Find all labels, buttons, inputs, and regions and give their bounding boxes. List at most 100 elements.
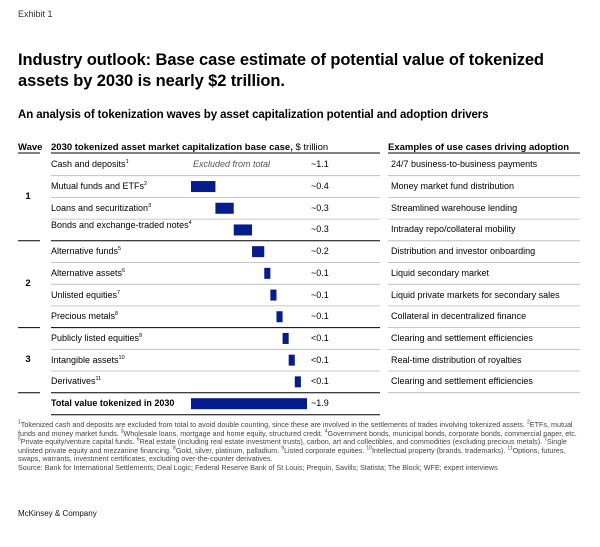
use-case-label: Intraday repo/collateral mobility [391, 224, 516, 235]
category-label-text: Precious metals [51, 311, 116, 322]
footnote-ref: 6 [136, 436, 140, 443]
use-case-label: Liquid secondary market [391, 267, 490, 278]
footnote-text: Intellectual property (brands, trademark… [371, 445, 508, 455]
footnotes: 1Tokenized cash and deposits are exclude… [18, 420, 583, 473]
value-label: <0.1 [311, 332, 329, 343]
use-case-label: 24/7 business-to-business payments [391, 159, 538, 170]
category-label: Alternative assets6 [51, 268, 125, 278]
footnote-item: 11Options, futures, swaps, warrants, inv… [18, 446, 565, 464]
footnote-ref: 3 [148, 202, 152, 209]
footnote-ref: 10 [366, 445, 372, 452]
value-label: ~0.1 [311, 311, 329, 322]
footnote-ref: 3 [120, 428, 124, 435]
value-label: <0.1 [311, 354, 329, 365]
wave-number: 3 [25, 354, 31, 366]
footnote-item: 1Tokenized cash and deposits are exclude… [18, 420, 527, 429]
bar [294, 376, 301, 388]
footnote-ref: 11 [95, 376, 102, 383]
footnote-item: 5Private equity/venture capital funds. [18, 437, 137, 446]
category-label: Unlisted equities7 [51, 290, 120, 300]
category-label-text: Cash and deposits [51, 159, 126, 170]
exhibit-label: Exhibit 1 [18, 9, 53, 19]
value-label: <0.1 [311, 376, 329, 387]
category-label-text: Loans and securitization [51, 202, 149, 213]
footnote-ref: 4 [188, 220, 192, 227]
use-case-label: Collateral in decentralized finance [391, 311, 527, 322]
value-label: ~0.1 [311, 267, 329, 278]
category-label-text: Bonds and exchange-traded notes [51, 220, 189, 231]
footnote-text: Private equity/venture capital funds. [20, 437, 137, 447]
category-label-text: Alternative funds [51, 246, 119, 257]
footnote-ref: 5 [18, 436, 21, 443]
use-case-label: Distribution and investor onboarding [391, 246, 536, 257]
bar [215, 202, 234, 214]
footnote-text: ETFs, mutual funds and money market fund… [18, 420, 573, 438]
category-label: Precious metals8 [51, 311, 118, 321]
bar [276, 311, 283, 323]
chart-header-text: 2030 tokenized asset market capitalizati… [51, 142, 293, 153]
footnote-ref: 5 [118, 246, 122, 253]
total-bar [191, 398, 307, 410]
category-label: Mutual funds and ETFs2 [51, 181, 147, 191]
use-case-label: Money market fund distribution [391, 181, 515, 192]
category-label-text: Unlisted equities [51, 289, 118, 300]
bar [270, 289, 277, 301]
footnote-item: 4Government bonds, municipal bonds, corp… [325, 429, 577, 438]
footnote-item: 10Intellectual property (brands, tradema… [366, 446, 507, 455]
category-label-text: Derivatives [51, 376, 96, 387]
footnote-item: 7Single unlisted private equity and mezz… [18, 437, 567, 455]
footnote-ref: 8 [173, 445, 176, 452]
value-label: ~0.3 [311, 224, 329, 235]
wave-header: Wave [18, 142, 43, 153]
value-label: ~0.2 [311, 246, 329, 257]
chart-title: Industry outlook: Base case estimate of … [18, 51, 544, 90]
footnote-ref: 9 [281, 445, 285, 452]
use-case-label: Real-time distribution of royalties [391, 354, 522, 365]
category-label: Alternative funds5 [51, 246, 121, 256]
value-label: ~1.1 [311, 159, 329, 170]
category-label: Bonds and exchange-traded notes4 [51, 220, 196, 230]
footnote-text: Options, futures, swaps, warrants, inves… [18, 445, 566, 464]
footnote-text: Wholesale loans, mortgage and home equit… [123, 428, 325, 438]
footnote-ref: 7 [117, 289, 121, 296]
category-label-text: Alternative assets [51, 267, 123, 278]
footnote-text: Single unlisted private equity and mezza… [18, 437, 567, 455]
footnote-ref: 2 [527, 419, 530, 426]
total-value-label: ~1.9 [311, 398, 329, 409]
brand-logo-text: McKinsey & Company [18, 509, 97, 518]
bar [288, 354, 295, 366]
category-label: Loans and securitization3 [51, 203, 151, 213]
footnote-ref: 1 [18, 419, 21, 426]
use-case-label: Clearing and settlement efficiencies [391, 376, 533, 387]
category-label-text: Intangible assets [51, 354, 119, 365]
footnote-body: 1Tokenized cash and deposits are exclude… [18, 420, 583, 464]
use-cases-header: Examples of use cases driving adoption [388, 142, 570, 153]
footnote-text: Government bonds, municipal bonds, corpo… [327, 428, 577, 438]
use-case-label: Streamlined warehouse lending [391, 202, 518, 213]
total-label: Total value tokenized in 2030 [51, 398, 175, 409]
footnote-ref: 7 [544, 436, 547, 443]
footnote-ref: 2 [144, 181, 148, 188]
chart-header-unit: $ trillion [295, 142, 329, 153]
footnote-ref: 1 [125, 159, 129, 166]
chart-header: 2030 tokenized asset market capitalizati… [51, 142, 328, 153]
category-label: Cash and deposits1 [51, 159, 129, 169]
category-label: Derivatives11 [51, 376, 101, 386]
use-case-label: Liquid private markets for secondary sal… [391, 289, 560, 300]
footnote-ref: 6 [122, 267, 126, 274]
bar [282, 332, 289, 344]
bar [233, 224, 253, 236]
footnote-ref: 11 [507, 445, 513, 452]
category-label-text: Publicly listed equities [51, 332, 140, 343]
footnote-ref: 9 [139, 332, 143, 339]
footnote-item: 9Listed corporate equities. [281, 446, 366, 455]
source-note: Source: Bank for International Settlemen… [18, 462, 498, 472]
category-label: Publicly listed equities9 [51, 333, 142, 343]
footnote-item: 6Real estate (including real estate inve… [137, 437, 544, 446]
bar [191, 181, 216, 193]
footnote-text: Real estate (including real estate inves… [139, 437, 545, 447]
value-label: ~0.3 [311, 202, 329, 213]
footnote-item: 2ETFs, mutual funds and money market fun… [18, 420, 573, 438]
footnote-item: 8Gold, silver, platinum, palladium. [173, 446, 281, 455]
